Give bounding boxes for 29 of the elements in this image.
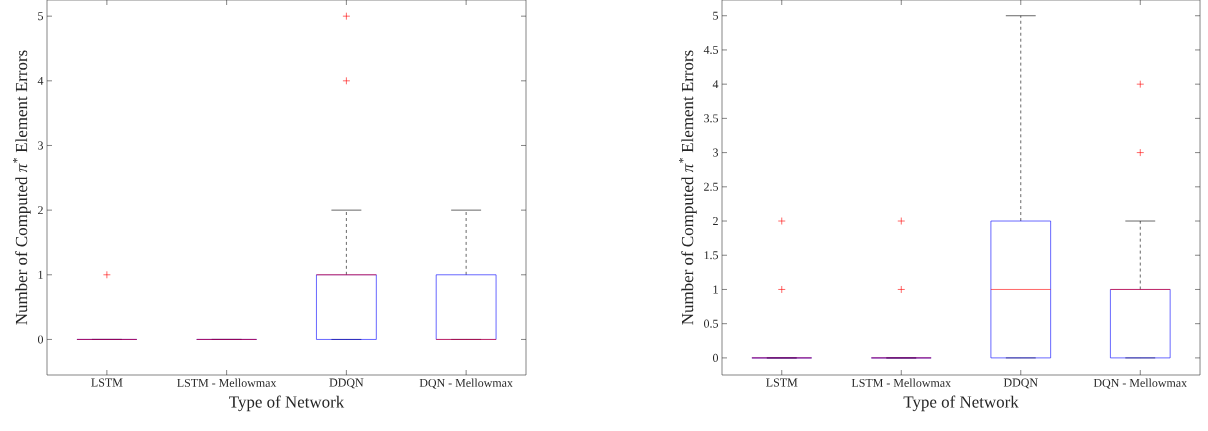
y-tick-label: 3 bbox=[713, 148, 719, 157]
y-tick-label: 0.5 bbox=[704, 319, 719, 328]
y-tick-label: 1.5 bbox=[704, 251, 719, 260]
x-tick-label: LSTM bbox=[766, 378, 798, 387]
y-tick-label: 4 bbox=[712, 80, 719, 89]
x-tick-label: DDQN bbox=[1003, 378, 1038, 389]
y-tick-label: 4 bbox=[37, 76, 44, 85]
y-tick-label: 3 bbox=[38, 141, 44, 150]
x-tick-label: DQN - Mellowmax bbox=[419, 378, 513, 389]
x-axis-title: Type of Network bbox=[903, 395, 1019, 412]
y-axis-title: Number of Computed π$^{*}$ Element Errors bbox=[13, 50, 31, 325]
y-tick-label: 2 bbox=[38, 206, 43, 215]
y-tick-label: 0 bbox=[37, 335, 44, 344]
y-tick-label: 4.5 bbox=[703, 45, 719, 54]
y-tick-label: 0 bbox=[712, 353, 719, 362]
y-tick-label: 2 bbox=[713, 217, 718, 225]
x-tick-label: DDQN bbox=[329, 378, 364, 389]
x-axis-title: Type of Network bbox=[229, 395, 345, 412]
y-axis-title: Number of Computed π$^{*}$ Element Errors bbox=[679, 50, 697, 325]
y-tick-label: 1 bbox=[713, 285, 718, 294]
y-tick-label: 2.5 bbox=[704, 182, 719, 191]
y-tick-label: 5 bbox=[38, 12, 44, 21]
x-tick-label: LSTM bbox=[91, 378, 123, 387]
x-tick-label: LSTM - Mellowmax bbox=[177, 378, 277, 387]
x-tick-label: LSTM - Mellowmax bbox=[851, 378, 951, 387]
y-tick-label: 5 bbox=[713, 11, 719, 20]
y-tick-label: 1 bbox=[38, 270, 43, 279]
y-tick-label: 3.5 bbox=[704, 114, 719, 123]
x-tick-label: DQN - Mellowmax bbox=[1093, 378, 1187, 389]
